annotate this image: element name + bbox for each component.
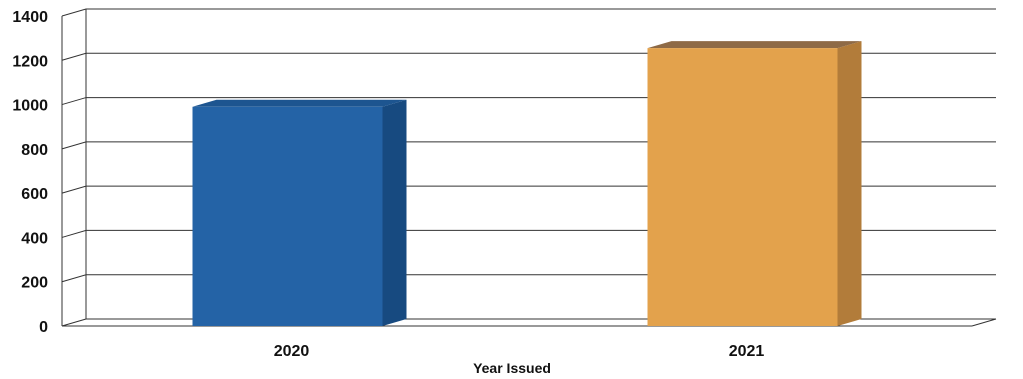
y-tick-label: 1200: [12, 53, 48, 70]
y-tick-label: 600: [21, 186, 48, 203]
bar-top-face: [192, 99, 407, 107]
y-tick-label: 200: [21, 275, 48, 292]
bar-front-face: [647, 48, 838, 326]
bars: [192, 41, 862, 327]
bar-2021: [647, 41, 862, 326]
floor-edge-right: [971, 318, 997, 327]
y-tick-label: 0: [39, 319, 48, 336]
bar-front-face: [192, 106, 383, 327]
x-tick-label: 2021: [729, 343, 765, 360]
x-tick-label: 2020: [274, 343, 310, 360]
y-tick-label: 400: [21, 230, 48, 247]
bar-side-face: [382, 99, 407, 327]
bar-side-face: [837, 41, 862, 326]
y-tick-label: 1000: [12, 98, 48, 115]
y-tick-label: 1400: [12, 9, 48, 26]
x-axis-title: Year Issued: [473, 360, 551, 376]
y-tick-label: 800: [21, 142, 48, 159]
x-axis-category-labels: 2020 2021: [274, 343, 765, 360]
y-axis-tick-labels: 0 200 400 600 800 1000 1200 1400: [12, 9, 48, 336]
gridline: [61, 8, 996, 17]
bar-2020: [192, 99, 407, 327]
bar-top-face: [647, 41, 862, 49]
floor-edge-left: [61, 318, 87, 327]
